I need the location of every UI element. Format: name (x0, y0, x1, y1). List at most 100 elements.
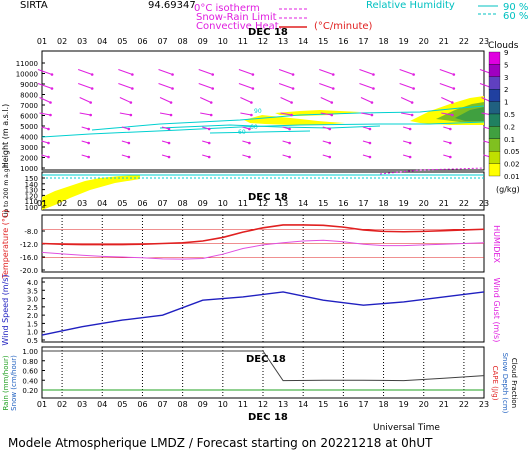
wind-arrow-head (290, 113, 293, 117)
colorbar-tick-label: 0.02 (504, 161, 520, 169)
hour-tick-label: 21 (439, 199, 449, 208)
hour-tick-label: 20 (419, 37, 429, 46)
ylabel-windgust: Wind Gust (m/s) (492, 278, 501, 343)
bl-tick-label: 140 (25, 181, 38, 189)
precip-tick-label: 0.40 (22, 377, 38, 385)
wind-arrow (240, 112, 252, 116)
wind-arrow-head (248, 141, 251, 145)
hour-tick-label: 23 (479, 400, 489, 409)
wind-arrow (360, 112, 373, 116)
upper-air-panel: 11000 10000 9000 8000 7000 6000 5000 4000 3000 20… (16, 50, 496, 173)
wind-arrow-head (288, 141, 291, 145)
rh-contour-4 (209, 130, 311, 134)
wind-arrow (280, 112, 292, 116)
wind-arrow (320, 112, 332, 116)
hour-tick-label: 03 (77, 199, 87, 208)
precip-tick-label: 1.00 (22, 348, 38, 356)
hour-tick-label: 06 (137, 199, 147, 208)
wind-arrow (240, 97, 252, 103)
colorbar-tick-label: 1 (504, 99, 508, 107)
hour-tick-label: 22 (459, 199, 469, 208)
hour-tick-label: 16 (338, 37, 348, 46)
ylabel-snow: Snow (cm/hour) (10, 355, 18, 411)
wind-arrow-head (288, 155, 291, 159)
hour-tick-label: 15 (318, 37, 328, 46)
wind-arrow-head (291, 87, 295, 90)
bl-tick-label: 150 (25, 175, 38, 183)
wind-arrow-head (248, 155, 251, 159)
wind-tick-label: 2.5 (27, 304, 38, 312)
hour-tick-label: 12 (258, 37, 268, 46)
rh-contour-value-3: 60 (238, 129, 246, 136)
wind-arrow-head (251, 87, 255, 90)
wind-arrow (401, 112, 413, 116)
wind-arrow-head (412, 87, 415, 90)
hour-tick-label: 20 (419, 400, 429, 409)
wind-arrow (320, 97, 332, 103)
wind-arrow-head (129, 101, 133, 104)
wind-arrow-head (250, 101, 253, 104)
colorbar-swatch (488, 89, 501, 102)
wind-tick-label: 0.5 (27, 337, 38, 345)
wind-arrow-head (47, 127, 50, 131)
ylabel-snowdepth: Snow Depth (cm) (501, 353, 509, 414)
hour-tick-label: 10 (218, 37, 228, 46)
hour-tick-label: 01 (37, 37, 47, 46)
wind-arrow-head (452, 73, 456, 76)
colorbar-tick-label: 0.1 (504, 136, 515, 144)
rh-contour-3 (159, 124, 381, 129)
hour-tick-label: 06 (137, 400, 147, 409)
wind-arrow (278, 83, 294, 89)
hour-tick-label: 11 (238, 400, 248, 409)
wind-arrow (119, 97, 132, 103)
legend-rh-label: Relative Humidity (366, 0, 455, 11)
wind-tick-label: 3.0 (27, 296, 38, 304)
wind-arrow-head (47, 141, 50, 145)
wind-arrow (158, 83, 173, 89)
wind-arrow-head (291, 73, 295, 76)
hour-tick-label: 07 (157, 400, 167, 409)
wind-arrow (37, 83, 53, 89)
hour-tick-label: 12 (258, 400, 268, 409)
wind-arrow-head (167, 155, 171, 159)
hour-tick-label: 15 (318, 400, 328, 409)
wind-arrow (79, 112, 91, 116)
temperature-panel: -8.0 -12.0 -16.0 -20.0 (20, 214, 485, 275)
date-label-mid: DEC 18 (248, 192, 288, 203)
cloud-patch-upper (275, 110, 360, 116)
colorbar-tick-label: 3 (504, 74, 508, 82)
wind-arrow (200, 112, 212, 116)
wind-arrow-head (449, 155, 452, 159)
wind-tick-label: 1.0 (27, 329, 38, 337)
wind-arrow-head (449, 127, 452, 131)
hour-tick-label: 04 (97, 37, 107, 46)
ylabel-cloudfraction: Cloud Fraction (510, 358, 518, 408)
hour-tick-label: 11 (238, 37, 248, 46)
hour-tick-label: 12 (258, 199, 268, 208)
hour-tick-label: 11 (238, 199, 248, 208)
wind-arrow-head (370, 113, 374, 117)
wind-arrow (319, 69, 334, 75)
cloud-patch-right-green (455, 107, 484, 121)
wind-arrow-head (50, 73, 54, 76)
wind-arrow (360, 97, 373, 103)
colorbar-swatch (488, 113, 501, 127)
wind-tick-label: 2.0 (27, 312, 38, 320)
wind-panel: 4.03.53.02.52.01.51.00.5 (27, 277, 485, 345)
temp-tick-label: -12.0 (20, 241, 38, 249)
footer-title: Modele Atmospherique LMDZ / Forecast sta… (8, 436, 433, 450)
ylabel-windspeed: Wind Speed (m/s) (1, 274, 10, 345)
legend-snow-label: Snow-Rain Limit (196, 12, 277, 23)
colorbar-swatch (488, 51, 501, 65)
hour-tick-label: 04 (97, 199, 107, 208)
wind-arrow-head (408, 127, 412, 131)
wind-arrow-head (410, 101, 414, 104)
wind-arrow-head (169, 101, 173, 104)
hour-tick-label: 19 (399, 199, 409, 208)
wind-arrow-head (288, 127, 291, 131)
ylabel-humidex: HUMIDEX (492, 225, 501, 263)
date-label-precip: DEC 18 (246, 354, 286, 365)
wind-arrow-head (290, 101, 293, 104)
hour-tick-label: 03 (77, 400, 87, 409)
